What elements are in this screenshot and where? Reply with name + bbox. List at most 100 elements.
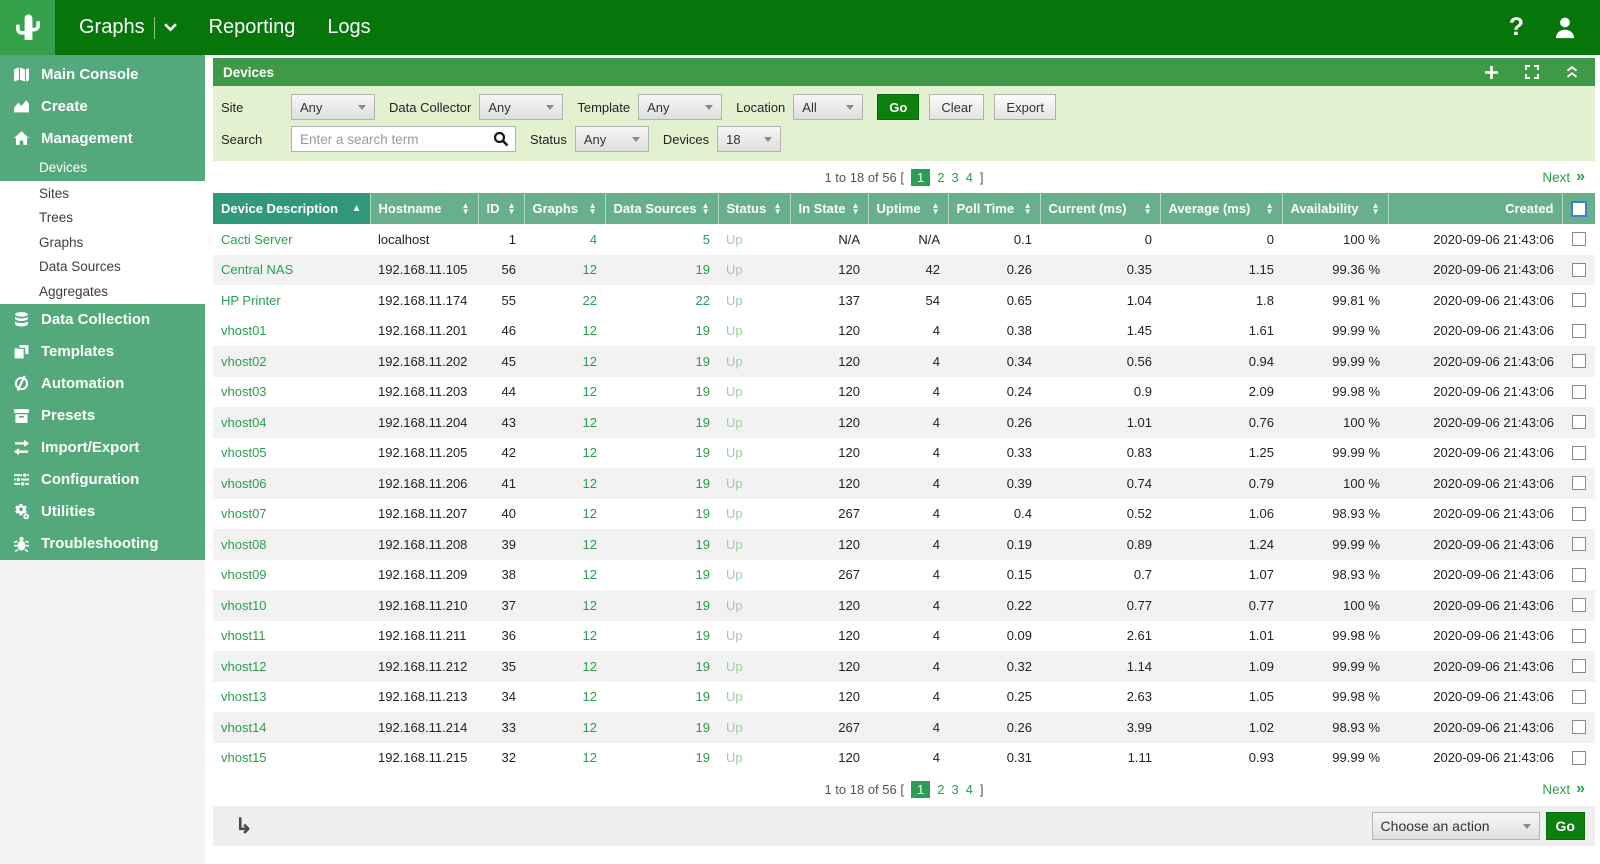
go-button[interactable]: Go [877,94,919,120]
tab-logs[interactable]: Logs [311,0,386,55]
template-select[interactable]: Any [638,94,722,120]
cell-data_sources: 19 [605,468,718,499]
cell-description[interactable]: vhost15 [213,743,370,774]
devices-per-page-select[interactable]: 18 [717,126,781,152]
page-link-4[interactable]: 4 [966,170,973,185]
column-header-created[interactable]: Created [1388,193,1562,224]
column-header-in-state[interactable]: In State▲▼ [790,193,868,224]
column-header-graphs[interactable]: Graphs▲▼ [524,193,605,224]
cell-description[interactable]: vhost03 [213,377,370,408]
sidebar-item-data-sources[interactable]: Data Sources [0,255,205,280]
sidebar-item-sites[interactable]: Sites [0,181,205,206]
column-header-data-sources[interactable]: Data Sources▲▼ [605,193,718,224]
sidebar-item-trees[interactable]: Trees [0,206,205,231]
fullscreen-icon[interactable] [1525,65,1539,79]
user-icon[interactable] [1552,15,1578,41]
cell-description[interactable]: vhost06 [213,468,370,499]
add-device-icon[interactable] [1484,65,1499,80]
help-icon[interactable]: ? [1509,15,1524,40]
cell-description[interactable]: Cacti Server [213,224,370,255]
column-header-status[interactable]: Status▲▼ [718,193,790,224]
sidebar-item-main-console[interactable]: Main Console [0,58,205,90]
sidebar-item-management[interactable]: Management [0,122,205,154]
sidebar-item-graphs[interactable]: Graphs [0,230,205,255]
next-page-link[interactable]: Next» [1542,781,1585,797]
row-checkbox[interactable] [1572,537,1586,551]
row-checkbox[interactable] [1572,720,1586,734]
column-header-average-ms-[interactable]: Average (ms)▲▼ [1160,193,1282,224]
column-header-device-description[interactable]: Device Description▲ [213,193,370,224]
page-link-1[interactable]: 1 [911,169,930,186]
column-header-poll-time[interactable]: Poll Time▲▼ [948,193,1040,224]
cell-description[interactable]: vhost11 [213,621,370,652]
row-checkbox[interactable] [1572,354,1586,368]
export-button[interactable]: Export [994,94,1056,120]
site-select[interactable]: Any [291,94,375,120]
cell-description[interactable]: vhost12 [213,651,370,682]
row-checkbox[interactable] [1572,324,1586,338]
row-checkbox[interactable] [1572,568,1586,582]
column-header-availability[interactable]: Availability▲▼ [1282,193,1388,224]
tab-reporting[interactable]: Reporting [193,0,312,55]
row-checkbox[interactable] [1572,446,1586,460]
row-checkbox[interactable] [1572,293,1586,307]
sidebar-item-configuration[interactable]: Configuration [0,464,205,496]
row-checkbox[interactable] [1572,629,1586,643]
cell-description[interactable]: vhost05 [213,438,370,469]
sidebar-item-aggregates[interactable]: Aggregates [0,279,205,304]
collapse-panel-icon[interactable] [1565,65,1579,79]
sidebar-item-devices[interactable]: Devices [0,154,205,181]
row-checkbox[interactable] [1572,263,1586,277]
data-collector-select[interactable]: Any [479,94,563,120]
location-select[interactable]: All [793,94,863,120]
search-icon[interactable] [493,131,509,152]
cell-description[interactable]: vhost09 [213,560,370,591]
cacti-logo[interactable] [0,0,55,55]
row-checkbox[interactable] [1572,507,1586,521]
row-checkbox[interactable] [1572,598,1586,612]
sidebar-item-templates[interactable]: Templates [0,336,205,368]
tab-graphs[interactable]: Graphs [63,0,193,55]
column-header-current-ms-[interactable]: Current (ms)▲▼ [1040,193,1160,224]
page-link-3[interactable]: 3 [951,170,958,185]
row-checkbox[interactable] [1572,232,1586,246]
sidebar-item-utilities[interactable]: Utilities [0,496,205,528]
row-checkbox[interactable] [1572,690,1586,704]
cell-description[interactable]: vhost13 [213,682,370,713]
row-checkbox[interactable] [1572,415,1586,429]
action-go-button[interactable]: Go [1546,812,1585,840]
column-header-uptime[interactable]: Uptime▲▼ [868,193,948,224]
select-all-checkbox[interactable] [1571,201,1587,217]
cell-description[interactable]: vhost14 [213,712,370,743]
row-checkbox[interactable] [1572,476,1586,490]
page-link-1[interactable]: 1 [911,781,930,798]
row-checkbox[interactable] [1572,659,1586,673]
cell-description[interactable]: vhost01 [213,316,370,347]
choose-action-select[interactable]: Choose an action [1372,812,1540,840]
clear-button[interactable]: Clear [929,94,984,120]
sidebar-item-create[interactable]: Create [0,90,205,122]
cell-description[interactable]: vhost10 [213,590,370,621]
cell-description[interactable]: vhost02 [213,346,370,377]
sidebar-item-automation[interactable]: Automation [0,368,205,400]
sidebar-item-data-collection[interactable]: Data Collection [0,304,205,336]
sidebar-item-troubleshooting[interactable]: Troubleshooting [0,528,205,560]
cell-description[interactable]: vhost08 [213,529,370,560]
row-checkbox[interactable] [1572,385,1586,399]
column-header-hostname[interactable]: Hostname▲▼ [370,193,478,224]
page-link-4[interactable]: 4 [966,782,973,797]
sidebar-item-import-export[interactable]: Import/Export [0,432,205,464]
column-header-id[interactable]: ID▲▼ [478,193,524,224]
page-link-3[interactable]: 3 [951,782,958,797]
page-link-2[interactable]: 2 [937,170,944,185]
next-page-link[interactable]: Next» [1542,169,1585,185]
cell-description[interactable]: Central NAS [213,255,370,286]
cell-description[interactable]: vhost04 [213,407,370,438]
row-checkbox[interactable] [1572,751,1586,765]
search-input[interactable] [291,126,516,152]
cell-description[interactable]: HP Printer [213,285,370,316]
status-select[interactable]: Any [575,126,649,152]
page-link-2[interactable]: 2 [937,782,944,797]
sidebar-item-presets[interactable]: Presets [0,400,205,432]
cell-description[interactable]: vhost07 [213,499,370,530]
